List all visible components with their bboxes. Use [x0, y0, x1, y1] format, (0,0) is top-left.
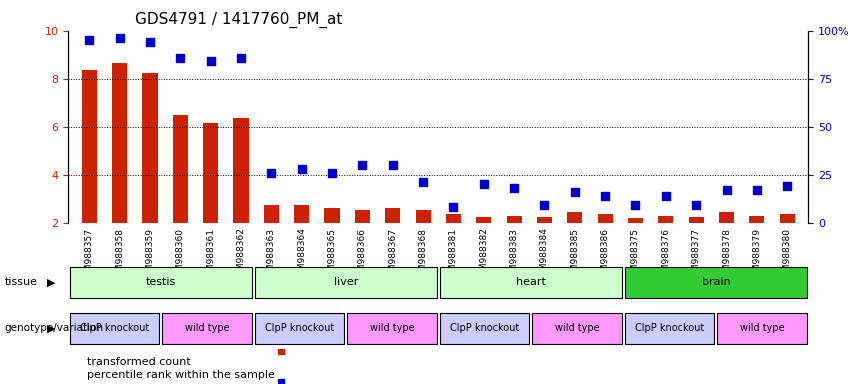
Bar: [233, 118, 248, 223]
FancyBboxPatch shape: [717, 313, 807, 344]
FancyBboxPatch shape: [254, 313, 344, 344]
Bar: [264, 205, 279, 223]
Bar: [112, 63, 128, 223]
FancyBboxPatch shape: [625, 266, 807, 298]
Point: [265, 170, 278, 176]
Text: ClpP knockout: ClpP knockout: [450, 323, 519, 333]
Text: tissue: tissue: [4, 277, 37, 287]
Text: GDS4791 / 1417760_PM_at: GDS4791 / 1417760_PM_at: [134, 12, 342, 28]
Text: wild type: wild type: [740, 323, 785, 333]
Point: [629, 202, 643, 209]
Bar: [659, 215, 673, 223]
Bar: [688, 217, 704, 223]
Point: [113, 35, 127, 41]
Bar: [749, 215, 764, 223]
Bar: [82, 70, 97, 223]
Bar: [719, 212, 734, 223]
Text: ClpP knockout: ClpP knockout: [80, 323, 149, 333]
Point: [477, 181, 490, 187]
Text: ▶: ▶: [47, 277, 55, 287]
Bar: [597, 214, 613, 223]
Text: percentile rank within the sample: percentile rank within the sample: [87, 370, 275, 381]
Point: [234, 55, 248, 61]
FancyBboxPatch shape: [254, 266, 437, 298]
Text: heart: heart: [516, 276, 545, 286]
Point: [204, 58, 218, 65]
Point: [689, 202, 703, 209]
Text: transformed count: transformed count: [87, 356, 191, 367]
Bar: [506, 215, 522, 223]
Bar: [173, 115, 188, 223]
Point: [538, 202, 551, 209]
Text: wild type: wild type: [369, 323, 414, 333]
Bar: [568, 212, 582, 223]
Text: liver: liver: [334, 276, 358, 286]
Text: wild type: wild type: [185, 323, 229, 333]
Text: testis: testis: [146, 276, 176, 286]
Point: [386, 162, 400, 168]
FancyBboxPatch shape: [347, 313, 437, 344]
Point: [659, 193, 672, 199]
Bar: [446, 214, 461, 223]
Text: ▶: ▶: [47, 323, 55, 333]
Bar: [415, 210, 431, 223]
Point: [750, 187, 763, 193]
Point: [720, 187, 734, 193]
Bar: [324, 208, 340, 223]
FancyBboxPatch shape: [163, 313, 252, 344]
Point: [174, 55, 187, 61]
Point: [447, 204, 460, 210]
FancyBboxPatch shape: [533, 313, 622, 344]
Text: wild type: wild type: [555, 323, 599, 333]
Point: [568, 189, 581, 195]
FancyBboxPatch shape: [440, 266, 622, 298]
Bar: [628, 218, 643, 223]
Bar: [294, 205, 309, 223]
Point: [356, 162, 369, 168]
Bar: [780, 214, 795, 223]
Bar: [477, 217, 491, 223]
Bar: [537, 217, 552, 223]
Point: [780, 183, 794, 189]
Point: [143, 39, 157, 45]
FancyBboxPatch shape: [625, 313, 714, 344]
Text: genotype/variation: genotype/variation: [4, 323, 103, 333]
Point: [295, 166, 309, 172]
FancyBboxPatch shape: [70, 313, 159, 344]
Point: [507, 185, 521, 191]
Point: [598, 193, 612, 199]
Text: ClpP knockout: ClpP knockout: [265, 323, 334, 333]
Point: [325, 170, 339, 176]
Bar: [142, 73, 157, 223]
FancyBboxPatch shape: [440, 313, 529, 344]
Text: ClpP knockout: ClpP knockout: [635, 323, 705, 333]
FancyBboxPatch shape: [70, 266, 252, 298]
Bar: [355, 210, 370, 223]
Text: brain: brain: [701, 276, 730, 286]
Bar: [386, 208, 400, 223]
Bar: [203, 123, 218, 223]
Point: [83, 37, 96, 43]
Point: [416, 179, 430, 185]
